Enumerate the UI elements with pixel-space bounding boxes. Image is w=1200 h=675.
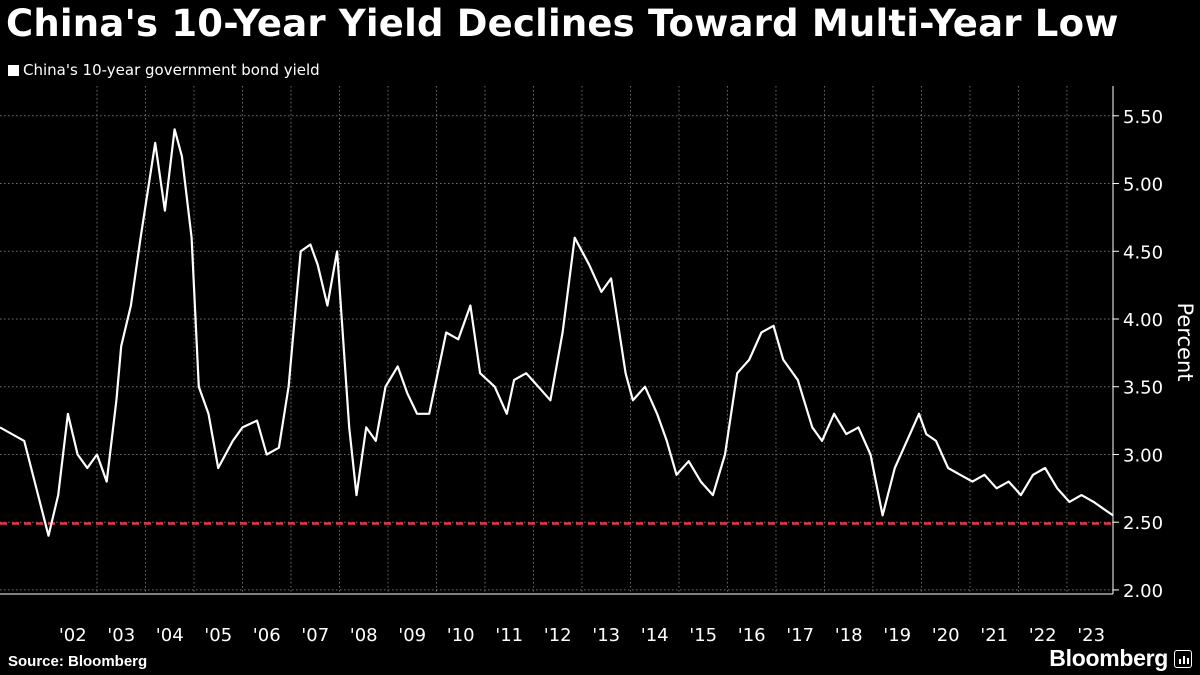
y-tick-label: 4.50 (1123, 242, 1163, 263)
y-tick-label: 2.00 (1123, 581, 1163, 602)
bloomberg-logo: Bloomberg (1049, 645, 1192, 672)
x-tick-label: '02 (59, 625, 87, 646)
y-axis: 2.00 2.50 3.00 3.50 4.00 4.50 5.00 5.50 (1112, 86, 1163, 602)
x-tick-label: '21 (980, 625, 1008, 646)
x-tick-label: '18 (835, 625, 863, 646)
y-tick-label: 2.50 (1123, 513, 1163, 534)
x-tick-label: '08 (350, 625, 378, 646)
x-tick-label: '20 (932, 625, 960, 646)
y-tick-label: 3.00 (1123, 445, 1163, 466)
x-tick-label: '15 (689, 625, 717, 646)
x-tick-label: '10 (447, 625, 475, 646)
series-line-yield (0, 128, 1114, 537)
y-tick-label: 5.00 (1123, 175, 1163, 196)
x-tick-label: '04 (156, 625, 184, 646)
x-tick-label: '07 (301, 625, 329, 646)
legend-swatch (8, 64, 19, 76)
legend: China's 10-year government bond yield (8, 61, 320, 79)
y-tick-label: 4.00 (1123, 310, 1163, 331)
source-note: Source: Bloomberg (8, 653, 148, 670)
y-tick-label: 5.50 (1123, 107, 1163, 128)
chart-badge-icon (1174, 649, 1192, 668)
x-tick-label: '14 (641, 625, 669, 646)
brand-text: Bloomberg (1049, 645, 1168, 671)
x-tick-label: '13 (592, 625, 620, 646)
y-tick-label: 3.50 (1123, 378, 1163, 399)
x-tick-label: '03 (107, 625, 135, 646)
x-tick-label: '17 (786, 625, 814, 646)
x-tick-label: '22 (1029, 625, 1057, 646)
x-axis: '02 '03 '04 '05 '06 '07 '08 '09 '10 '11 '12 '13 '14 '… (0, 593, 1113, 646)
legend-label: China's 10-year government bond yield (23, 61, 320, 79)
x-tick-label: '09 (398, 625, 426, 646)
x-tick-label: '11 (495, 625, 523, 646)
x-tick-label: '23 (1077, 625, 1105, 646)
x-tick-label: '06 (253, 625, 281, 646)
x-tick-label: '05 (204, 625, 232, 646)
chart-title: China's 10-Year Yield Declines Toward Mu… (6, 2, 1119, 45)
x-tick-label: '16 (738, 625, 766, 646)
y-axis-title: Percent (1173, 302, 1197, 381)
grid (0, 86, 1113, 594)
x-tick-label: '12 (544, 625, 572, 646)
x-tick-label: '19 (883, 625, 911, 646)
